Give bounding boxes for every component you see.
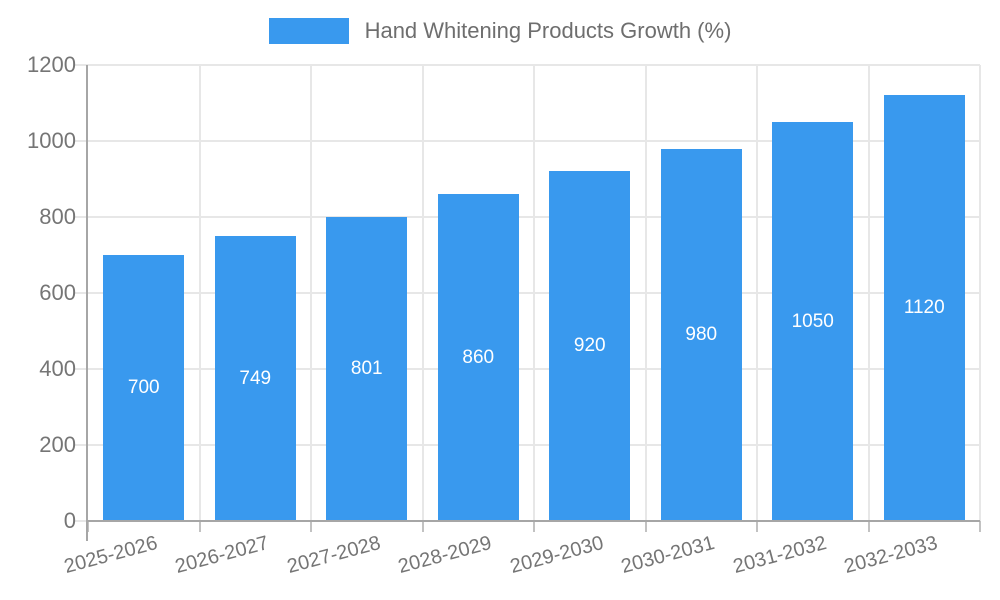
bar-value-label: 749 bbox=[239, 367, 272, 389]
x-gridline bbox=[756, 65, 758, 521]
bar-value-label: 1120 bbox=[903, 297, 945, 319]
x-axis-tick bbox=[310, 521, 312, 532]
bar-value-label: 1050 bbox=[791, 310, 834, 332]
bar-2026-2027[interactable] bbox=[214, 236, 296, 521]
x-gridline bbox=[867, 65, 870, 521]
legend-label: Hand Whitening Products Growth (%) bbox=[364, 18, 732, 43]
x-axis-tick bbox=[198, 521, 201, 532]
bar-value-label: 700 bbox=[127, 377, 160, 398]
x-gridline bbox=[310, 65, 312, 521]
y-axis-tick-label: 400 bbox=[39, 356, 76, 381]
x-axis-tick bbox=[644, 521, 647, 532]
bar-value-label: 920 bbox=[573, 335, 606, 357]
bar-value-label: 860 bbox=[462, 346, 495, 368]
y-gridline bbox=[74, 64, 980, 66]
x-axis-tick bbox=[421, 521, 424, 532]
bar-2029-2030[interactable] bbox=[549, 171, 631, 521]
y-axis-tick-label: 1200 bbox=[27, 52, 76, 77]
x-gridline bbox=[533, 65, 535, 521]
y-axis-tick-label: 0 bbox=[63, 508, 76, 533]
x-axis-tick bbox=[87, 521, 89, 532]
bar-2025-2026[interactable] bbox=[103, 255, 185, 521]
x-axis-tick bbox=[867, 521, 870, 532]
chart-legend: Hand Whitening Products Growth (%) bbox=[0, 18, 1000, 44]
legend-item[interactable]: Hand Whitening Products Growth (%) bbox=[268, 18, 732, 44]
y-axis-tick-label: 1000 bbox=[27, 128, 76, 153]
bar-2032-2033[interactable] bbox=[883, 95, 965, 521]
y-axis-tick-label: 200 bbox=[39, 432, 76, 457]
x-gridline bbox=[979, 65, 981, 521]
y-axis-tick-label: 600 bbox=[39, 280, 76, 305]
x-axis-tick bbox=[979, 521, 981, 532]
y-gridline bbox=[74, 216, 980, 218]
legend-swatch-icon bbox=[268, 18, 349, 44]
x-gridline bbox=[198, 65, 201, 521]
bar-value-label: 980 bbox=[685, 323, 718, 345]
y-gridline bbox=[74, 140, 980, 142]
y-gridline bbox=[74, 444, 980, 446]
y-axis-line bbox=[86, 65, 88, 541]
x-gridline bbox=[421, 65, 424, 521]
bar-2031-2032[interactable] bbox=[772, 122, 854, 521]
bar-2027-2028[interactable] bbox=[326, 216, 408, 521]
x-axis-line bbox=[86, 520, 980, 522]
x-axis-tick bbox=[756, 521, 758, 532]
bar-value-label: 801 bbox=[350, 357, 383, 379]
y-gridline bbox=[74, 292, 980, 294]
y-axis-tick-label: 800 bbox=[39, 204, 76, 229]
x-axis-tick bbox=[533, 521, 535, 532]
bar-2028-2029[interactable] bbox=[437, 194, 519, 521]
y-gridline bbox=[74, 368, 980, 370]
x-gridline bbox=[644, 65, 647, 521]
bar-2030-2031[interactable] bbox=[660, 148, 742, 521]
